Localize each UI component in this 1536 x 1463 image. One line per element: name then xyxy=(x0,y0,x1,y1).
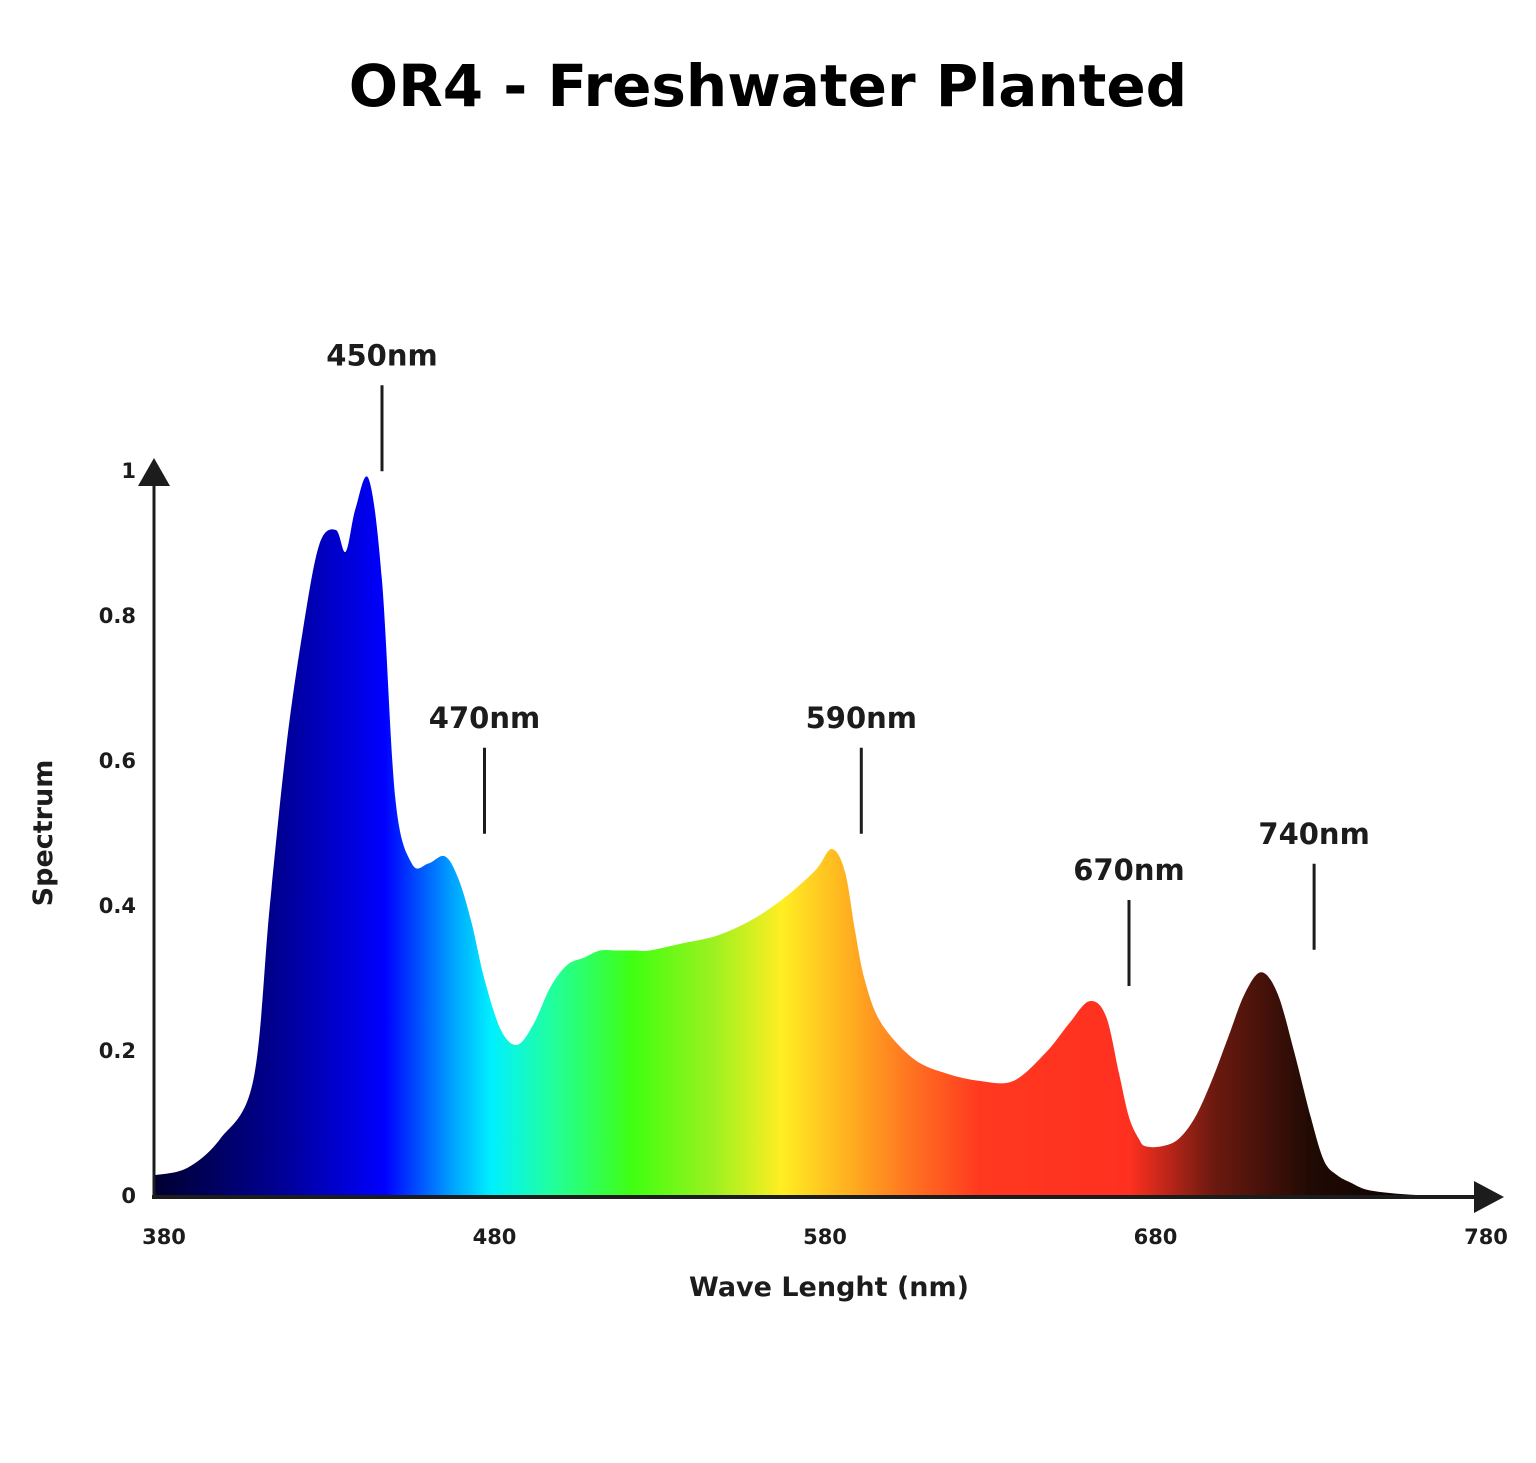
y-tick-labels: 0 0.2 0.4 0.6 0.8 1 xyxy=(99,459,136,1208)
peak-label: 470nm xyxy=(429,701,540,735)
peak-label: 740nm xyxy=(1258,817,1369,851)
y-tick-label: 0.6 xyxy=(99,749,136,773)
y-tick-label: 1 xyxy=(121,459,136,483)
x-tick-label: 680 xyxy=(1134,1225,1178,1249)
peak-annotations: 450nm 470nm 590nm 670nm 740nm xyxy=(326,338,1370,986)
axes xyxy=(138,458,1504,1213)
y-tick-label: 0.8 xyxy=(99,604,136,628)
x-tick-labels: 380 480 580 680 780 xyxy=(142,1225,1508,1249)
y-tick-label: 0 xyxy=(121,1184,136,1208)
x-tick-label: 380 xyxy=(142,1225,186,1249)
x-tick-label: 580 xyxy=(803,1225,847,1249)
chart-title: OR4 - Freshwater Planted xyxy=(348,52,1188,120)
peak-label: 450nm xyxy=(326,338,437,372)
peak-label: 670nm xyxy=(1073,853,1184,887)
y-axis-arrow-icon xyxy=(138,458,170,486)
y-tick-label: 0.4 xyxy=(99,894,136,918)
y-tick-label: 0.2 xyxy=(99,1039,136,1063)
spectrum-area xyxy=(154,476,1476,1197)
x-axis-label: Wave Lenght (nm) xyxy=(689,1272,969,1303)
x-tick-label: 780 xyxy=(1464,1225,1508,1249)
peak-label: 590nm xyxy=(806,701,917,735)
y-axis-label: Spectrum xyxy=(28,760,59,907)
x-tick-label: 480 xyxy=(473,1225,517,1249)
x-axis-arrow-icon xyxy=(1474,1181,1504,1213)
